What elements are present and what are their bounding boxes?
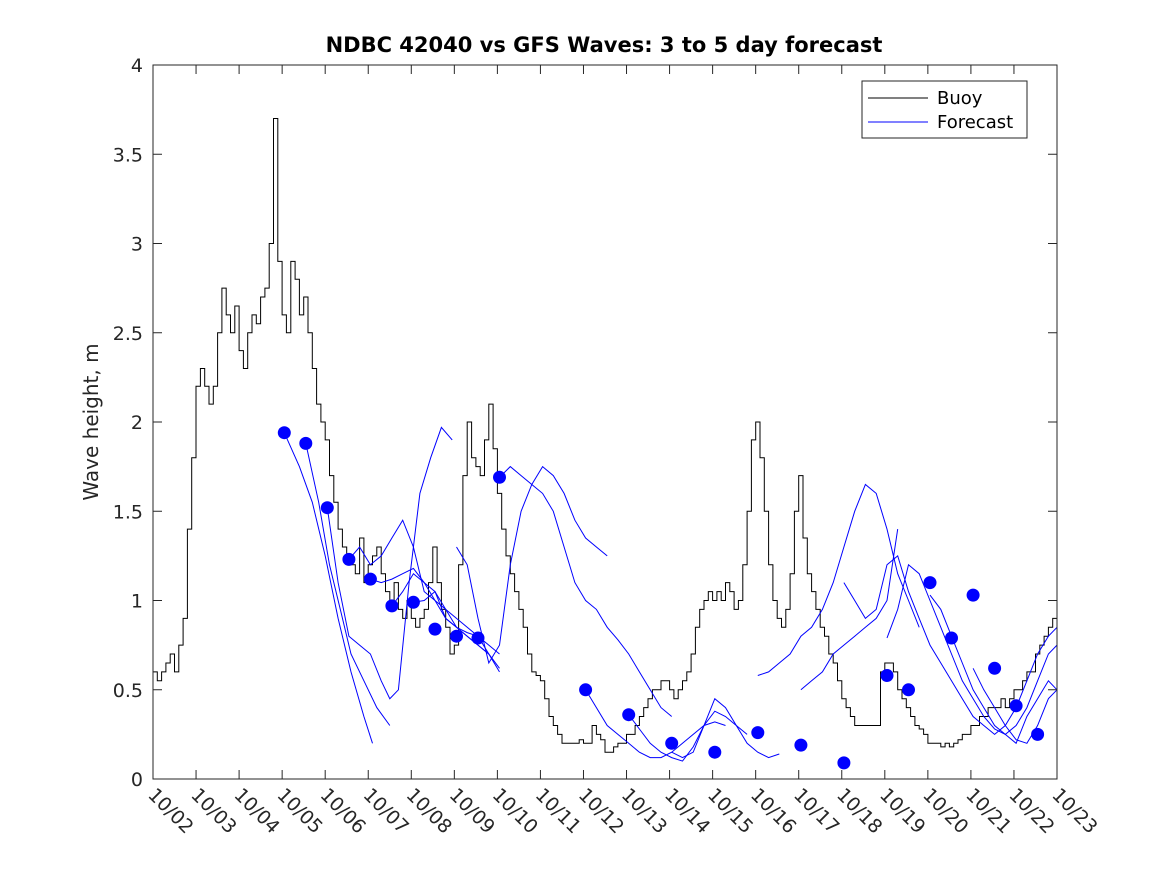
- y-tick-label: 0: [131, 769, 143, 791]
- y-tick-label: 4: [131, 55, 143, 77]
- forecast-marker-8: [428, 622, 442, 636]
- forecast-line-9: [499, 465, 673, 717]
- forecast-marker-20: [902, 683, 915, 697]
- y-tick-label: 1: [131, 591, 143, 613]
- legend-forecast-label: Forecast: [937, 112, 1013, 133]
- forecast-line-13: [757, 483, 920, 676]
- buoy-line: [153, 118, 1058, 753]
- plot-area: [152, 64, 1058, 780]
- legend-buoy-label: Buoy: [937, 88, 983, 109]
- forecast-marker-26: [1031, 727, 1045, 741]
- y-tick-label: 1.5: [113, 501, 143, 523]
- forecast-marker-11: [493, 470, 506, 484]
- legend-box: [861, 80, 1028, 139]
- chart-title: NDBC 42040 vs GFS Waves: 3 to 5 day fore…: [326, 33, 883, 57]
- axes-background: [153, 65, 1057, 779]
- forecast-marker-21: [923, 576, 937, 590]
- forecast-marker-7: [406, 595, 420, 609]
- forecast-marker-10: [471, 631, 485, 645]
- forecast-line-15: [843, 555, 1058, 736]
- forecast-marker-18: [837, 756, 851, 770]
- y-tick-label: 3: [131, 234, 143, 256]
- forecast-line-18: [972, 668, 1058, 744]
- series-layer: [153, 118, 1058, 770]
- y-tick-label: 2.5: [113, 323, 143, 345]
- forecast-marker-17: [794, 738, 808, 752]
- forecast-marker-2: [299, 436, 313, 450]
- forecast-line-10: [585, 689, 726, 759]
- y-axis-ticks: 0 0.5 1 1.5 2 2.5 3 3.5 4: [113, 55, 1057, 791]
- forecast-marker-9: [450, 629, 463, 643]
- forecast-marker-5: [363, 572, 377, 586]
- forecast-marker-15: [708, 745, 722, 759]
- forecast-line-14: [800, 529, 899, 691]
- forecast-marker-19: [880, 669, 894, 682]
- y-tick-label: 2: [131, 412, 143, 434]
- y-tick-label: 3.5: [113, 144, 143, 166]
- y-tick-label: 0.5: [113, 680, 143, 702]
- forecast-line-12: [671, 697, 780, 759]
- legend: Buoy Forecast: [861, 80, 1028, 139]
- forecast-line-3: [326, 426, 453, 700]
- forecast-marker-25: [1009, 699, 1023, 713]
- forecast-line-1: [283, 432, 373, 744]
- forecast-line-2: [305, 443, 391, 726]
- forecast-marker-13: [622, 708, 636, 722]
- y-axis-label: Wave height, m: [79, 343, 103, 500]
- forecast-marker-24: [988, 661, 1002, 675]
- forecast-marker-1: [277, 426, 291, 440]
- forecast-marker-3: [320, 501, 334, 515]
- forecast-marker-22: [945, 631, 958, 645]
- forecast-marker-12: [579, 683, 593, 697]
- forecast-line-7: [413, 590, 500, 655]
- forecast-line-16: [886, 563, 1058, 735]
- forecast-marker-16: [751, 726, 765, 740]
- forecast-marker-14: [665, 736, 679, 750]
- forecast-marker-6: [385, 599, 399, 613]
- forecast-line-11: [628, 710, 748, 762]
- forecast-marker-4: [342, 552, 356, 566]
- forecast-marker-23: [966, 588, 980, 602]
